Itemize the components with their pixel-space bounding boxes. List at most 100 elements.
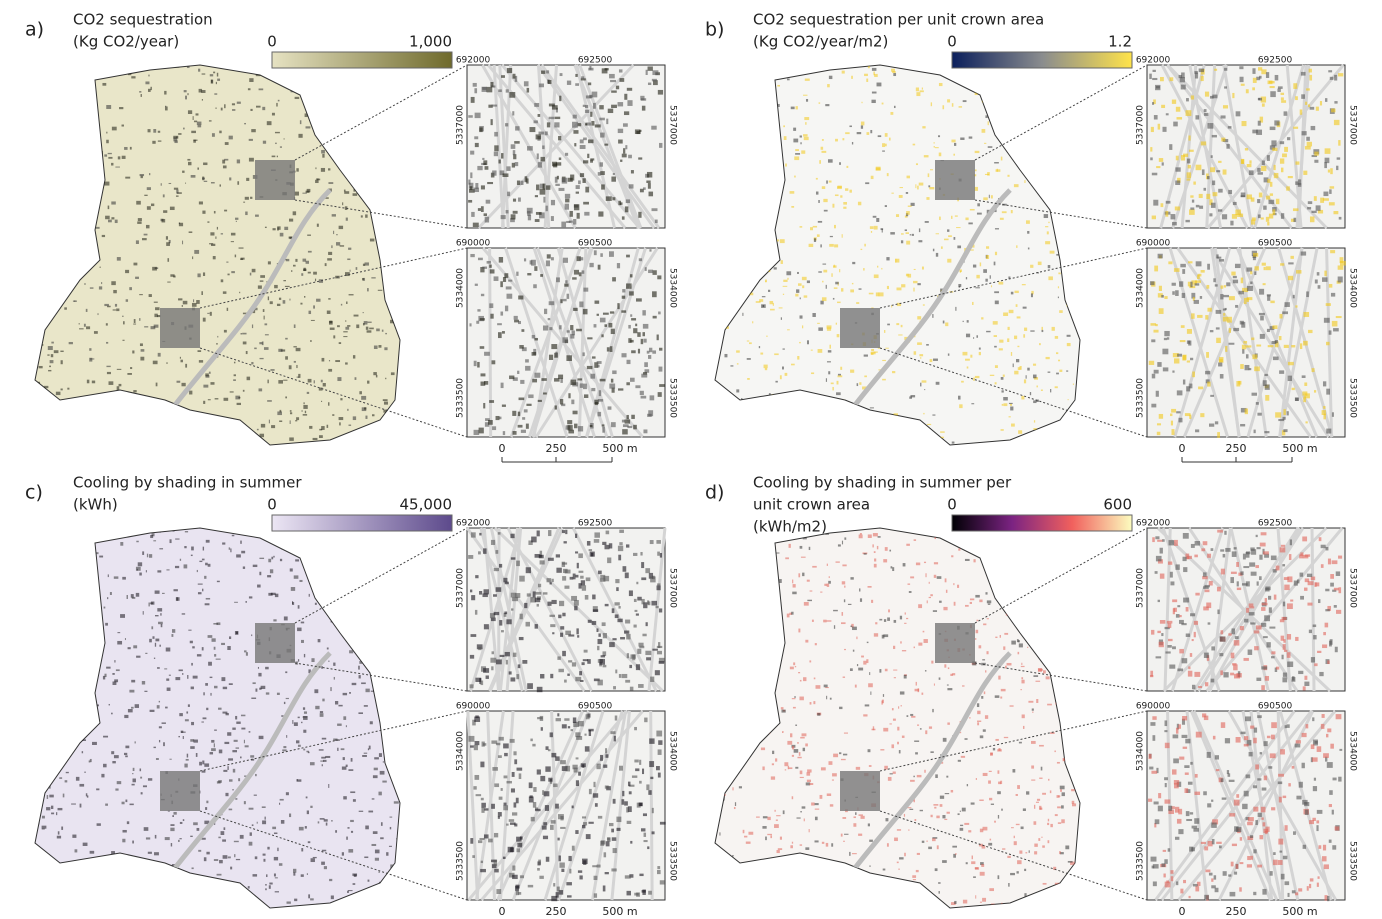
inset-x-coord: 692000: [1136, 519, 1171, 529]
panel: d) Cooling by shading in summer per unit c…: [705, 474, 1358, 919]
zoom-area: [840, 308, 880, 348]
leader-line: [974, 662, 1148, 692]
colorbar-max: 45,000: [400, 496, 453, 514]
colorbar-max: 1,000: [409, 33, 452, 51]
leader-line: [199, 247, 468, 309]
inset-y-coord: 5333500: [1136, 841, 1146, 881]
scale-label: 0: [499, 442, 506, 455]
leader-line: [294, 527, 468, 624]
inset-x-coord: 690000: [456, 702, 491, 712]
scale-label: 250: [1226, 905, 1247, 918]
inset-x-coord: 690500: [1258, 702, 1293, 712]
zoom-area: [255, 623, 295, 663]
inset-y-coord: 5333500: [456, 378, 466, 418]
leader-line: [974, 64, 1148, 161]
leader-line: [199, 810, 468, 901]
zoom-area: [160, 308, 200, 348]
panel-label: a): [25, 19, 44, 41]
colorbar: [951, 51, 1133, 69]
panel-label: d): [705, 482, 724, 504]
inset-x-coord: 690500: [578, 239, 613, 249]
inset-x-coord: 690500: [1258, 239, 1293, 249]
inset-y-coord: 5337000: [456, 568, 466, 608]
panel-title: (kWh): [73, 496, 118, 514]
inset-y-coord: 5334000: [456, 268, 466, 308]
scale-label: 0: [499, 905, 506, 918]
scale-label: 250: [546, 442, 567, 455]
inset-map: [1146, 63, 1346, 230]
panel-title: CO2 sequestration per unit crown area: [753, 11, 1044, 29]
panel: c) Cooling by shading in summer (kWh) 0 45,0…: [25, 474, 678, 919]
inset-y-coord: 5337000: [668, 568, 678, 608]
inset-x-coord: 692500: [578, 56, 613, 66]
leader-line: [294, 64, 468, 161]
colorbar: [271, 51, 453, 69]
scale-label: 0: [1179, 442, 1186, 455]
inset-x-coord: 692000: [456, 56, 491, 66]
panel-title: Cooling by shading in summer: [73, 474, 302, 492]
inset-y-coord: 5333500: [456, 841, 466, 881]
zoom-area: [840, 771, 880, 811]
inset-y-coord: 5334000: [1348, 268, 1358, 308]
inset-map: [466, 247, 666, 438]
panel-title: (Kg CO2/year/m2): [753, 33, 888, 51]
inset-y-coord: 5334000: [1136, 268, 1146, 308]
zoom-area: [255, 160, 295, 200]
city-map: [714, 527, 1081, 909]
inset-x-coord: 690000: [1136, 239, 1171, 249]
leader-line: [199, 347, 468, 438]
scale-label: 500 m: [1282, 905, 1317, 918]
city-map: [34, 64, 401, 446]
leader-line: [294, 662, 468, 692]
zoom-area: [935, 623, 975, 663]
inset-y-coord: 5333500: [1348, 841, 1358, 881]
inset-x-coord: 692500: [1258, 519, 1293, 529]
inset-y-coord: 5334000: [1348, 731, 1358, 771]
inset-x-coord: 692500: [578, 519, 613, 529]
scale-label: 0: [1179, 905, 1186, 918]
inset-y-coord: 5334000: [1136, 731, 1146, 771]
inset-x-coord: 690500: [578, 702, 613, 712]
inset-y-coord: 5337000: [1348, 568, 1358, 608]
inset-y-coord: 5337000: [1136, 568, 1146, 608]
scale-label: 500 m: [1282, 442, 1317, 455]
inset-y-coord: 5334000: [668, 731, 678, 771]
inset-x-coord: 692000: [1136, 56, 1171, 66]
inset-y-coord: 5333500: [1136, 378, 1146, 418]
colorbar-max: 1.2: [1108, 33, 1132, 51]
inset-y-coord: 5337000: [1348, 105, 1358, 145]
inset-x-coord: 692000: [456, 519, 491, 529]
colorbar-min: 0: [947, 33, 957, 51]
inset-y-coord: 5333500: [668, 841, 678, 881]
inset-map: [465, 526, 667, 693]
scale-label: 250: [1226, 442, 1247, 455]
panel-title: (kWh/m2): [753, 518, 827, 536]
leader-line: [199, 710, 468, 772]
scale-label: 250: [546, 905, 567, 918]
inset-y-coord: 5337000: [1136, 105, 1146, 145]
colorbar-min: 0: [947, 496, 957, 514]
zoom-area: [160, 771, 200, 811]
inset-map: [1146, 710, 1346, 902]
leader-line: [879, 247, 1148, 309]
panel-title: (Kg CO2/year): [73, 33, 179, 51]
scale-label: 500 m: [602, 905, 637, 918]
zoom-area: [935, 160, 975, 200]
inset-x-coord: 690000: [456, 239, 491, 249]
inset-map: [1146, 247, 1346, 438]
inset-y-coord: 5337000: [456, 105, 466, 145]
colorbar-min: 0: [267, 496, 277, 514]
inset-x-coord: 692500: [1258, 56, 1293, 66]
inset-y-coord: 5333500: [668, 378, 678, 418]
scale-label: 500 m: [602, 442, 637, 455]
inset-y-coord: 5337000: [668, 105, 678, 145]
leader-line: [879, 710, 1148, 772]
map-texture: [35, 65, 400, 445]
colorbar-max: 600: [1103, 496, 1132, 514]
leader-line: [974, 527, 1148, 624]
colorbar: [271, 514, 453, 532]
leader-line: [294, 199, 468, 229]
inset-map: [466, 710, 666, 902]
panel: b) CO2 sequestration per unit crown area (…: [705, 11, 1358, 463]
